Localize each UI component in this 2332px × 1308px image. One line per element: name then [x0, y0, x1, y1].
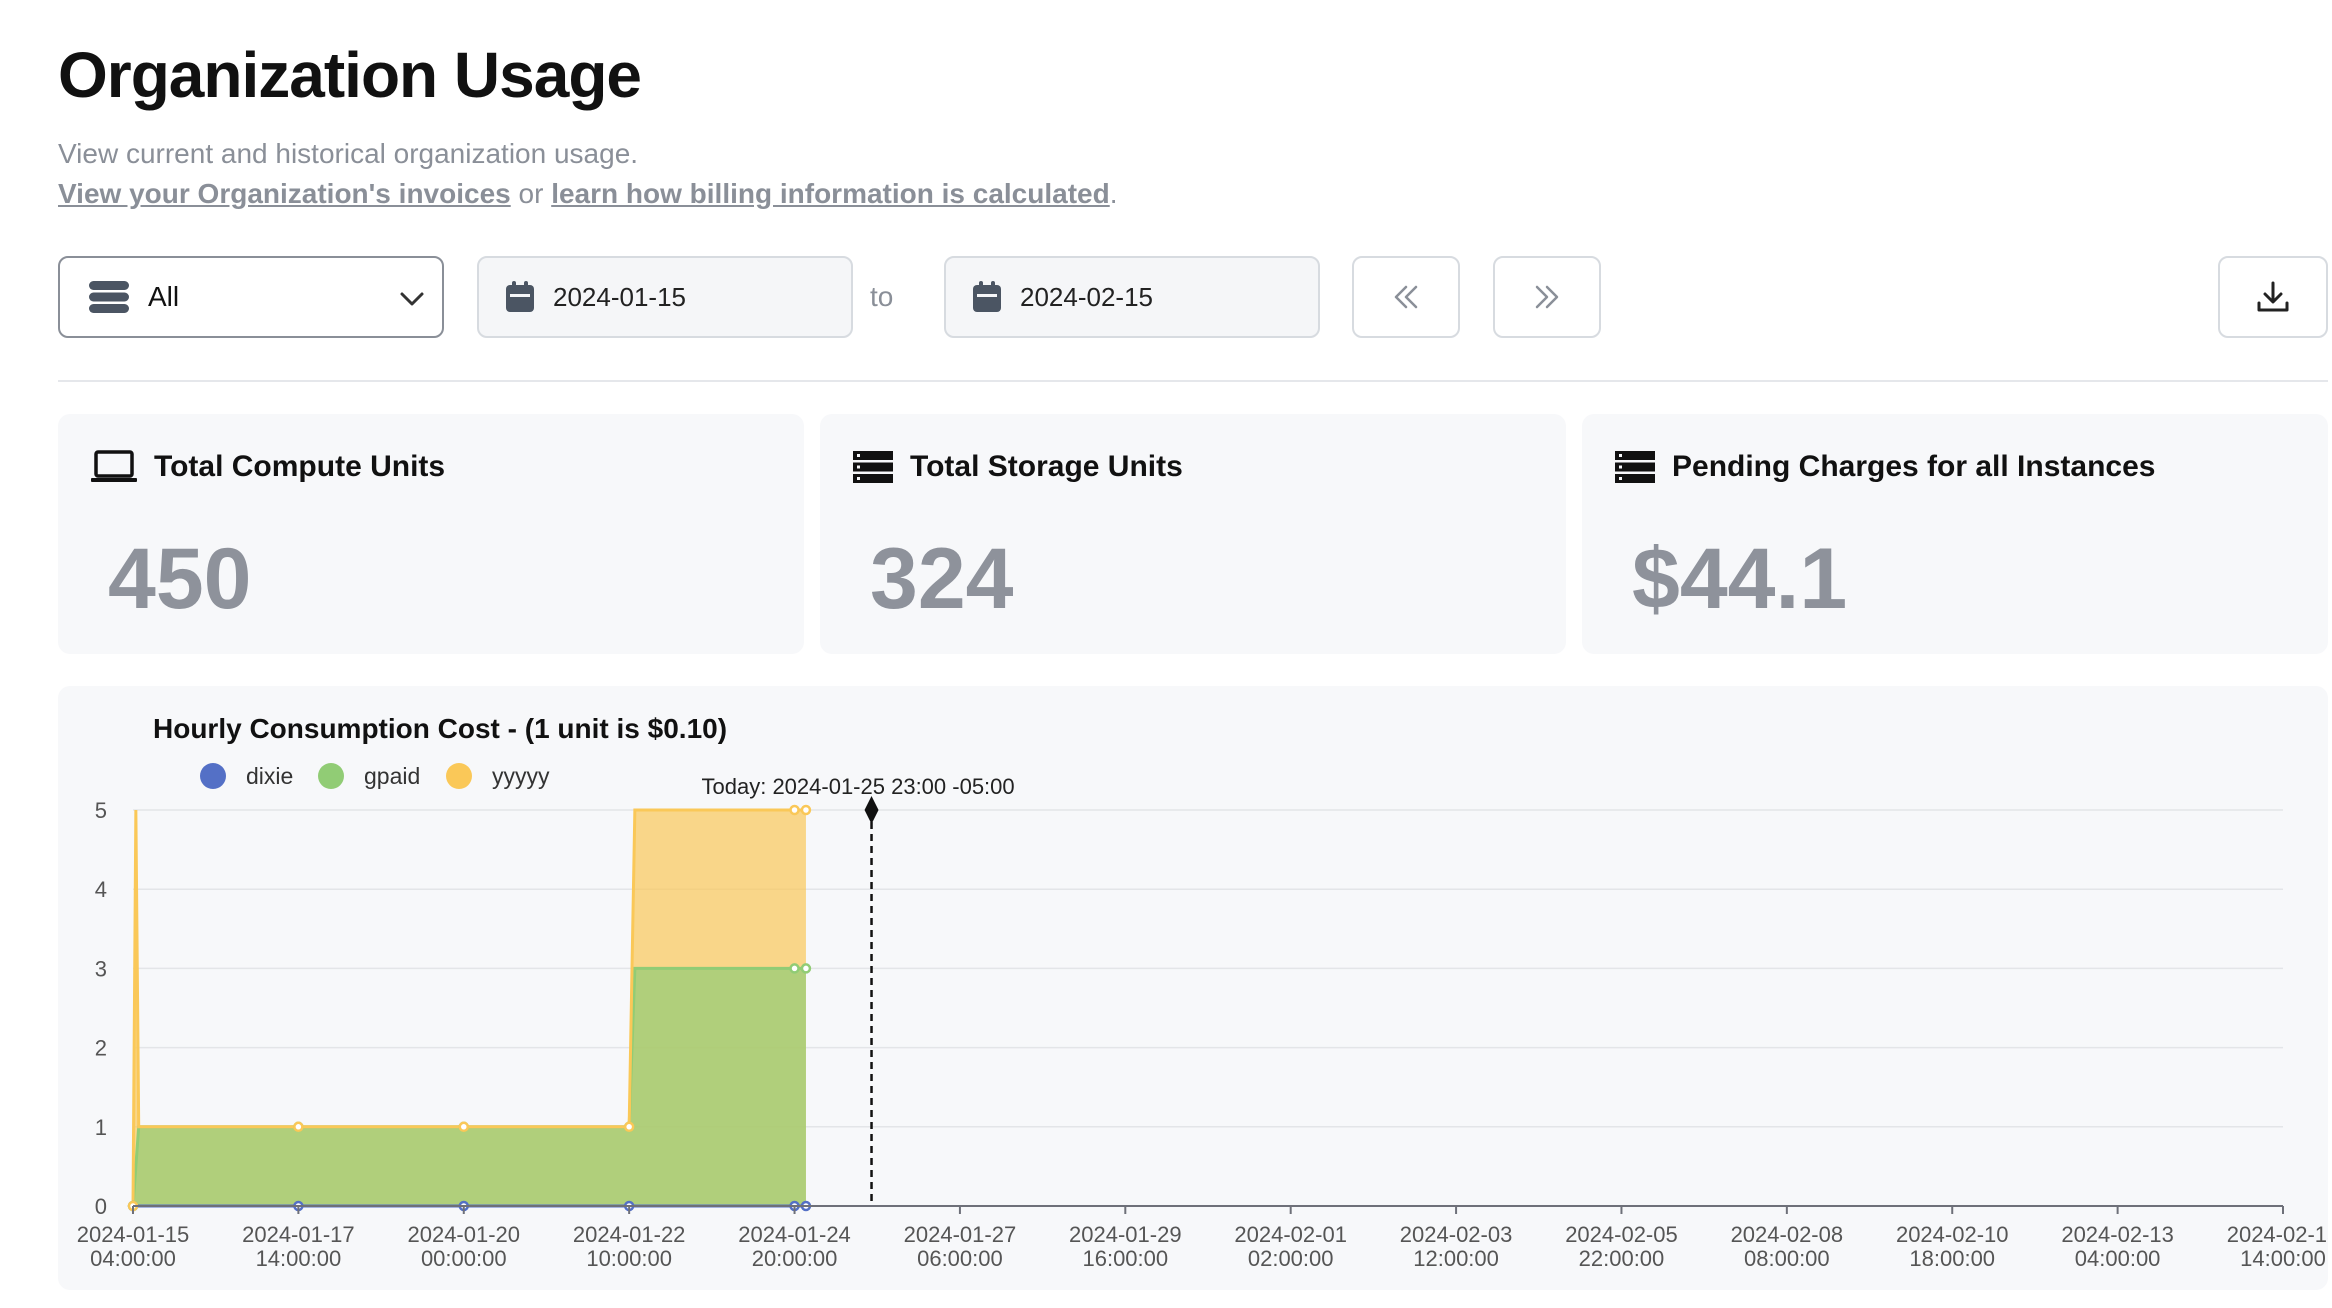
x-tick-label: 2024-01-27: [904, 1222, 1017, 1247]
instance-select[interactable]: All: [58, 256, 444, 338]
x-tick-label: 2024-01-24: [738, 1222, 851, 1247]
x-tick-label: 04:00:00: [90, 1246, 176, 1271]
double-chevron-left-icon: [1390, 281, 1422, 313]
calendar-icon: [972, 281, 1002, 313]
chart-areas: [133, 810, 806, 1206]
previous-period-button[interactable]: [1352, 256, 1460, 338]
y-tick-label: 4: [95, 877, 107, 902]
x-tick-label: 04:00:00: [2075, 1246, 2161, 1271]
x-tick-label: 2024-02-15: [2227, 1222, 2328, 1247]
series-line-yyyyy: [131, 808, 806, 1207]
x-tick-label: 2024-02-03: [1400, 1222, 1513, 1247]
invoices-link[interactable]: View your Organization's invoices: [58, 178, 511, 209]
x-tick-label: 16:00:00: [1082, 1246, 1168, 1271]
y-tick-label: 3: [95, 956, 107, 981]
y-tick-label: 1: [95, 1115, 107, 1140]
double-chevron-right-icon: [1531, 281, 1563, 313]
x-tick-label: 08:00:00: [1744, 1246, 1830, 1271]
card-title: Pending Charges for all Instances: [1672, 450, 2156, 483]
card-value: $44.1: [1632, 531, 1848, 627]
end-date-field[interactable]: 2024-02-15: [944, 256, 1320, 338]
chart-legend[interactable]: dixie gpaid yyyyy: [200, 763, 550, 789]
legend-marker-dixie: [200, 763, 226, 789]
to-label: to: [870, 281, 894, 312]
x-tick-label: 22:00:00: [1579, 1246, 1665, 1271]
page-subtitle: View current and historical organization…: [58, 138, 639, 169]
download-button[interactable]: [2218, 256, 2328, 338]
series-point-yyyyy: [458, 1121, 470, 1133]
storage-units-card: Total Storage Units 324: [820, 414, 1566, 654]
database-stack-icon: [88, 280, 130, 314]
x-tick-label: 2024-02-13: [2061, 1222, 2174, 1247]
today-label: Today: 2024-01-25 23:00 -05:00: [702, 774, 1015, 799]
next-period-button[interactable]: [1493, 256, 1601, 338]
card-value: 450: [108, 531, 252, 627]
x-tick-label: 2024-01-22: [573, 1222, 686, 1247]
card-value: 324: [870, 531, 1014, 627]
server-icon: [852, 450, 894, 484]
x-tick-label: 20:00:00: [752, 1246, 838, 1271]
x-tick-label: 2024-01-20: [407, 1222, 520, 1247]
x-tick-label: 2024-01-17: [242, 1222, 355, 1247]
chart-axes: 0123452024-01-1504:00:002024-01-1714:00:…: [77, 798, 2332, 1271]
compute-units-card: Total Compute Units 450: [58, 414, 804, 654]
legend-label-yyyyy: yyyyy: [492, 763, 550, 789]
series-area-gpaid: [133, 968, 806, 1206]
x-tick-label: 12:00:00: [1413, 1246, 1499, 1271]
legend-label-gpaid: gpaid: [364, 763, 420, 789]
end-date-value: 2024-02-15: [1020, 281, 1153, 312]
pending-charges-card: Pending Charges for all Instances $44.1: [1582, 414, 2328, 654]
today-diamond: [864, 796, 879, 824]
series-point-gpaid: [789, 963, 800, 974]
or-text: or: [518, 178, 544, 209]
server-icon: [1614, 450, 1656, 484]
legend-label-dixie: dixie: [246, 763, 293, 789]
legend-marker-gpaid: [318, 763, 344, 789]
billing-links: View your Organization's invoices or lea…: [58, 178, 1118, 210]
x-tick-label: 2024-02-01: [1234, 1222, 1347, 1247]
y-tick-label: 0: [95, 1194, 107, 1219]
legend-marker-yyyyy: [446, 763, 472, 789]
x-tick-label: 2024-02-05: [1565, 1222, 1678, 1247]
card-title: Total Storage Units: [910, 450, 1183, 483]
series-point-yyyyy: [623, 1121, 635, 1133]
x-tick-label: 02:00:00: [1248, 1246, 1334, 1271]
x-tick-label: 2024-01-29: [1069, 1222, 1182, 1247]
header-divider: [58, 380, 2328, 382]
chart-grid: [133, 809, 2283, 1128]
series-point-yyyyy: [293, 1121, 304, 1133]
series-point-yyyyy: [789, 804, 800, 816]
series-point-gpaid: [800, 963, 812, 974]
consumption-chart: 0123452024-01-1504:00:002024-01-1714:00:…: [77, 713, 2332, 1271]
instance-select-value: All: [148, 281, 180, 312]
x-tick-label: 00:00:00: [421, 1246, 507, 1271]
today-marker: Today: 2024-01-25 23:00 -05:00: [702, 774, 1015, 1206]
billing-info-link[interactable]: learn how billing information is calcula…: [551, 178, 1110, 209]
chevron-down-icon: [398, 284, 426, 317]
page-title: Organization Usage: [58, 39, 642, 111]
start-date-field[interactable]: 2024-01-15: [477, 256, 853, 338]
x-tick-label: 10:00:00: [586, 1246, 672, 1271]
y-tick-label: 5: [95, 798, 107, 823]
chart-title: Hourly Consumption Cost - (1 unit is $0.…: [153, 713, 727, 744]
x-tick-label: 2024-01-15: [77, 1222, 190, 1247]
period-text: .: [1109, 178, 1118, 209]
calendar-icon: [505, 281, 535, 313]
x-tick-label: 18:00:00: [1909, 1246, 1995, 1271]
card-title: Total Compute Units: [154, 450, 446, 483]
y-tick-label: 2: [95, 1036, 107, 1061]
download-icon: [2255, 279, 2291, 315]
x-tick-label: 06:00:00: [917, 1246, 1003, 1271]
start-date-value: 2024-01-15: [553, 281, 686, 312]
x-tick-label: 2024-02-10: [1896, 1222, 2009, 1247]
series-point-yyyyy: [800, 804, 812, 816]
x-tick-label: 14:00:00: [256, 1246, 342, 1271]
laptop-icon: [90, 450, 138, 484]
x-tick-label: 14:00:00: [2240, 1246, 2326, 1271]
x-tick-label: 2024-02-08: [1731, 1222, 1844, 1247]
consumption-chart-panel: 0 1 2 3 4 5 2024-01-15 04:00:00 2024-01-17 14:00:…: [58, 686, 2332, 1290]
